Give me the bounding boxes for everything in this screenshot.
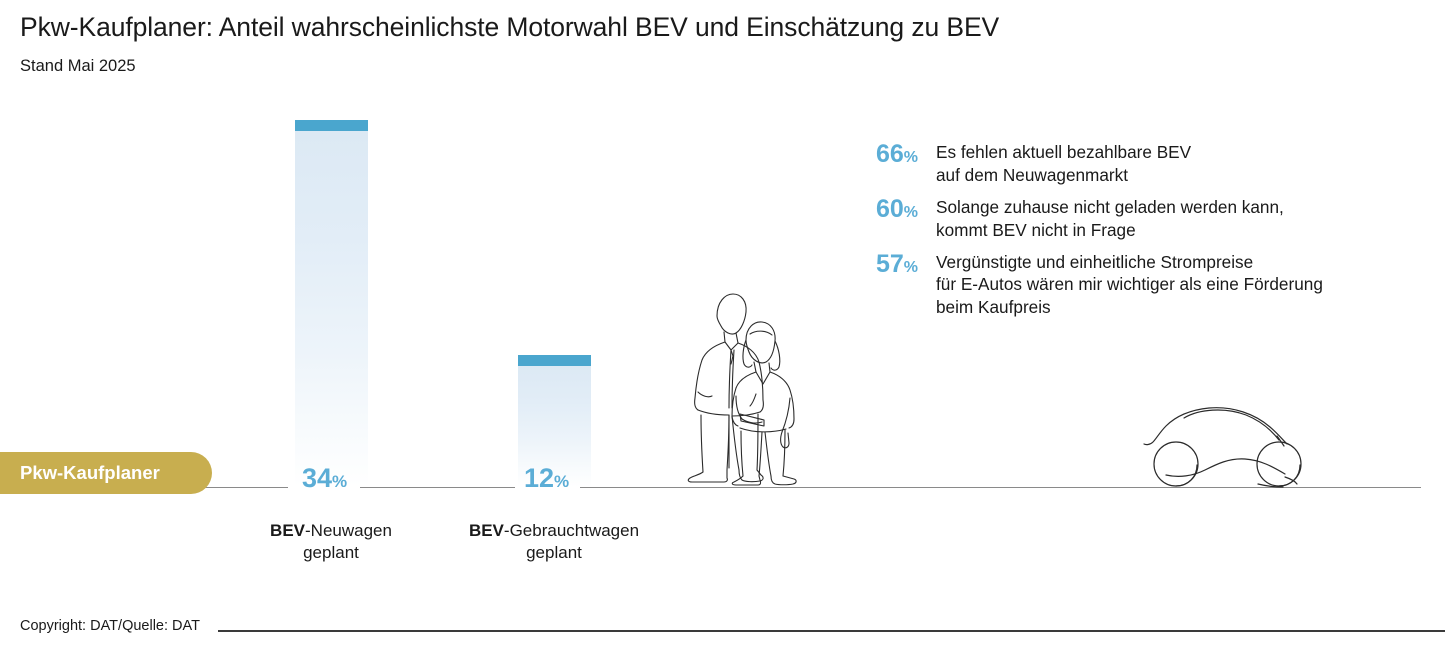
statistic-text: Vergünstigte und einheitliche Strompreis… bbox=[936, 251, 1323, 320]
statistic-percent: 60% bbox=[846, 196, 918, 226]
bar-value-number: 12 bbox=[524, 463, 555, 493]
bar-value-number: 34 bbox=[302, 463, 333, 493]
statistic-percent: 57% bbox=[846, 251, 918, 281]
axis-baseline-segment-3 bbox=[580, 487, 1421, 488]
statistic-percent-number: 66 bbox=[875, 140, 904, 168]
bar-caption-rest: -Gebrauchtwagen bbox=[503, 521, 640, 540]
footer-divider bbox=[218, 630, 1445, 632]
page-title: Pkw-Kaufplaner: Anteil wahrscheinlichste… bbox=[20, 12, 1000, 42]
bar-caption-bev-gebrauchtwagen: BEV-Gebrauchtwagen geplant bbox=[469, 520, 639, 564]
axis-baseline-segment-2 bbox=[360, 487, 515, 488]
bar-value-bev-neuwagen: 34% bbox=[302, 465, 347, 492]
bar-value-unit: % bbox=[554, 472, 570, 491]
bar-value-unit: % bbox=[332, 472, 348, 491]
bar-cap bbox=[295, 120, 368, 131]
statistic-text-line2: für E-Autos wären mir wichtiger als eine… bbox=[936, 274, 1323, 295]
bar-caption-line2: geplant bbox=[526, 542, 582, 562]
statistic-item: 60% Solange zuhause nicht geladen werden… bbox=[846, 196, 1426, 242]
statistic-text-line1: Es fehlen aktuell bezahlbare BEV bbox=[936, 142, 1192, 162]
bar-value-bev-gebrauchtwagen: 12% bbox=[524, 465, 569, 492]
statistic-text: Es fehlen aktuell bezahlbare BEV auf dem… bbox=[936, 141, 1191, 187]
statistic-percent: 66% bbox=[846, 141, 918, 171]
bar-caption-line1: BEV-Neuwagen bbox=[270, 520, 392, 542]
statistic-percent-number: 57 bbox=[875, 249, 904, 278]
statistics-list: 66% Es fehlen aktuell bezahlbare BEV auf… bbox=[846, 141, 1426, 328]
bar-body bbox=[295, 131, 368, 487]
bar-caption-line2: geplant bbox=[303, 542, 359, 562]
statistic-text-line3: beim Kaufpreis bbox=[936, 297, 1051, 318]
bar-bev-neuwagen bbox=[295, 120, 368, 487]
bar-caption-line1: BEV-Gebrauchtwagen bbox=[469, 520, 639, 542]
bar-caption-bold: BEV bbox=[468, 521, 504, 540]
bar-caption-bold: BEV bbox=[270, 521, 306, 540]
copyright-text: Copyright: DAT/Quelle: DAT bbox=[20, 618, 200, 634]
statistic-text-line1: Vergünstigte und einheitliche Strompreis… bbox=[936, 251, 1254, 272]
statistic-text-line2: kommt BEV nicht in Frage bbox=[936, 219, 1136, 240]
bar-caption-bev-neuwagen: BEV-Neuwagen geplant bbox=[270, 520, 392, 564]
statistic-item: 66% Es fehlen aktuell bezahlbare BEV auf… bbox=[846, 141, 1426, 187]
statistic-percent-unit: % bbox=[903, 203, 918, 221]
pkw-kaufplaner-tag: Pkw-Kaufplaner bbox=[0, 452, 212, 494]
statistic-percent-unit: % bbox=[903, 258, 918, 276]
bar-bev-gebrauchtwagen bbox=[518, 355, 591, 487]
statistic-percent-number: 60 bbox=[875, 194, 904, 223]
statistic-item: 57% Vergünstigte und einheitliche Stromp… bbox=[846, 251, 1426, 320]
two-people-line-art-icon bbox=[687, 293, 797, 486]
page-subtitle: Stand Mai 2025 bbox=[20, 57, 136, 75]
pkw-kaufplaner-tag-label: Pkw-Kaufplaner bbox=[20, 462, 160, 483]
bar-caption-rest: -Neuwagen bbox=[305, 521, 392, 540]
statistic-text-line2: auf dem Neuwagenmarkt bbox=[936, 164, 1129, 185]
statistic-percent-unit: % bbox=[903, 149, 918, 166]
car-silhouette-icon bbox=[1143, 407, 1302, 488]
statistic-text: Solange zuhause nicht geladen werden kan… bbox=[936, 196, 1284, 242]
statistic-text-line1: Solange zuhause nicht geladen werden kan… bbox=[936, 196, 1284, 217]
bar-body bbox=[518, 366, 591, 487]
bar-cap bbox=[518, 355, 591, 366]
